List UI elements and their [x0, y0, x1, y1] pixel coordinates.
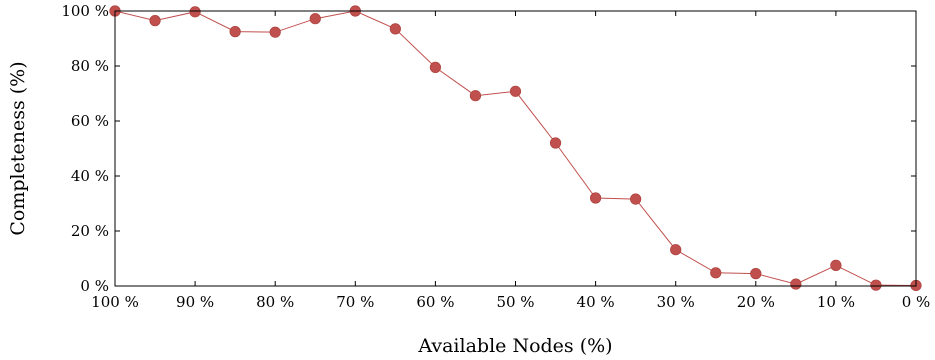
data-point: [549, 137, 562, 149]
data-point: [630, 193, 642, 205]
data-point: [149, 15, 161, 27]
data-point: [309, 13, 321, 25]
data-point: [670, 244, 682, 256]
y-tick-label: 100 %: [61, 2, 109, 20]
y-tick-label: 60 %: [71, 112, 109, 130]
data-point: [229, 26, 241, 38]
x-tick-label: 50 %: [496, 293, 534, 311]
x-tick-label: 0 %: [902, 293, 931, 311]
x-tick-label: 20 %: [737, 293, 775, 311]
data-point: [710, 267, 722, 279]
x-tick-label: 10 %: [817, 293, 855, 311]
series-completeness: [109, 5, 922, 292]
data-point: [389, 23, 401, 35]
plot-frame: [114, 10, 917, 287]
y-axis-ticks: 0 % 20 % 40 % 60 % 80 % 100 %: [61, 2, 916, 295]
x-axis-ticks: 100 % 90 % 80 % 70 % 60 % 50 % 40 % 30 % 20 % 10 …: [91, 11, 930, 311]
x-tick-label: 60 %: [416, 293, 454, 311]
data-point: [509, 85, 522, 97]
x-tick-label: 80 %: [256, 293, 294, 311]
data-point: [469, 90, 482, 102]
data-point: [269, 26, 281, 38]
data-point: [790, 278, 802, 290]
data-point: [870, 279, 882, 291]
data-point: [429, 61, 442, 73]
data-point: [830, 259, 842, 271]
y-tick-label: 20 %: [71, 222, 109, 240]
x-axis-title: Available Nodes (%): [417, 335, 612, 357]
data-point: [189, 6, 201, 18]
y-axis-title: Completeness (%): [7, 61, 29, 235]
y-tick-label: 0 %: [80, 277, 109, 295]
y-tick-label: 40 %: [71, 167, 109, 185]
data-point: [589, 192, 602, 204]
y-tick-label: 80 %: [71, 57, 109, 75]
x-tick-label: 90 %: [176, 293, 214, 311]
x-tick-label: 70 %: [336, 293, 374, 311]
x-tick-label: 40 %: [577, 293, 615, 311]
x-tick-label: 100 %: [91, 293, 139, 311]
data-point: [750, 268, 762, 280]
series-line: [114, 10, 917, 286]
x-tick-label: 30 %: [657, 293, 695, 311]
